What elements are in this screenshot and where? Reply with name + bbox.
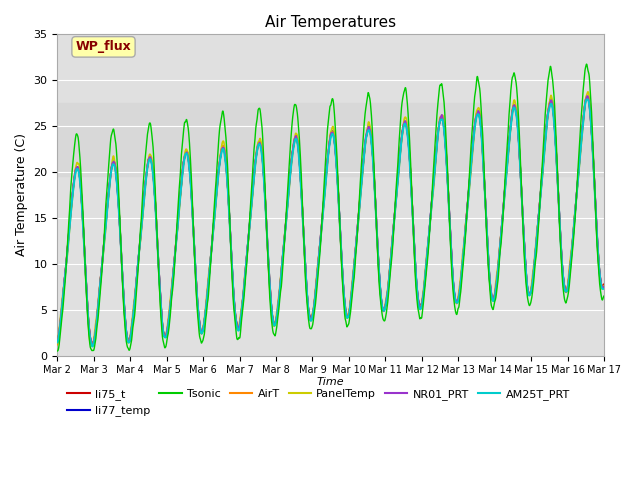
AM25T_PRT: [584, 96, 591, 102]
li75_t: [88, 342, 96, 348]
AM25T_PRT: [336, 226, 344, 232]
Line: AM25T_PRT: AM25T_PRT: [58, 99, 604, 347]
li77_temp: [156, 276, 163, 281]
PanelTemp: [336, 228, 344, 234]
AirT: [203, 299, 211, 305]
Tsonic: [54, 348, 61, 354]
li77_temp: [393, 185, 401, 191]
AM25T_PRT: [493, 279, 500, 285]
li77_temp: [54, 338, 61, 344]
Title: Air Temperatures: Air Temperatures: [265, 15, 396, 30]
li75_t: [493, 278, 500, 284]
Tsonic: [600, 293, 608, 299]
PanelTemp: [156, 281, 163, 287]
Line: li75_t: li75_t: [58, 97, 604, 345]
Line: li77_temp: li77_temp: [58, 96, 604, 344]
Tsonic: [156, 279, 163, 285]
li75_t: [600, 281, 608, 287]
NR01_PRT: [54, 339, 61, 345]
AM25T_PRT: [600, 286, 608, 292]
NR01_PRT: [600, 284, 608, 289]
NR01_PRT: [576, 149, 584, 155]
li77_temp: [336, 224, 344, 229]
AM25T_PRT: [156, 278, 163, 284]
Line: NR01_PRT: NR01_PRT: [58, 96, 604, 344]
Tsonic: [582, 61, 590, 67]
PanelTemp: [393, 188, 401, 193]
li75_t: [156, 276, 163, 282]
Line: Tsonic: Tsonic: [58, 64, 604, 351]
Tsonic: [493, 288, 500, 294]
Line: AirT: AirT: [58, 97, 604, 345]
AirT: [576, 152, 584, 158]
NR01_PRT: [156, 276, 163, 281]
li75_t: [203, 298, 211, 303]
NR01_PRT: [89, 341, 97, 347]
li77_temp: [203, 298, 211, 303]
AirT: [600, 284, 608, 289]
PanelTemp: [203, 292, 211, 298]
AM25T_PRT: [203, 299, 211, 305]
Tsonic: [393, 176, 401, 182]
NR01_PRT: [393, 184, 401, 190]
AirT: [393, 188, 401, 194]
Tsonic: [203, 311, 211, 316]
Bar: [58, 103, 604, 177]
NR01_PRT: [336, 225, 344, 230]
AirT: [156, 271, 163, 276]
Y-axis label: Air Temperature (C): Air Temperature (C): [15, 133, 28, 256]
Text: WP_flux: WP_flux: [76, 40, 131, 53]
li75_t: [584, 94, 591, 100]
li75_t: [576, 149, 584, 155]
li75_t: [54, 339, 61, 345]
AM25T_PRT: [576, 151, 584, 157]
X-axis label: Time: Time: [317, 377, 344, 387]
NR01_PRT: [203, 297, 211, 303]
PanelTemp: [576, 154, 584, 159]
li77_temp: [493, 277, 500, 283]
li75_t: [336, 226, 344, 232]
AirT: [336, 221, 344, 227]
Tsonic: [336, 221, 344, 227]
li77_temp: [576, 150, 584, 156]
li77_temp: [583, 94, 591, 99]
PanelTemp: [493, 270, 500, 276]
NR01_PRT: [493, 276, 500, 282]
AirT: [493, 277, 500, 283]
AM25T_PRT: [54, 339, 61, 345]
NR01_PRT: [584, 93, 591, 99]
PanelTemp: [54, 340, 61, 346]
Tsonic: [576, 135, 584, 141]
li77_temp: [600, 284, 608, 289]
PanelTemp: [584, 89, 592, 95]
li77_temp: [89, 341, 97, 347]
PanelTemp: [88, 343, 96, 349]
Legend: li75_t, li77_temp, Tsonic, AirT, PanelTemp, NR01_PRT, AM25T_PRT: li75_t, li77_temp, Tsonic, AirT, PanelTe…: [63, 384, 575, 421]
AirT: [54, 342, 61, 348]
AirT: [584, 95, 591, 100]
AM25T_PRT: [88, 344, 96, 349]
li75_t: [393, 187, 401, 192]
AM25T_PRT: [393, 187, 401, 193]
Line: PanelTemp: PanelTemp: [58, 92, 604, 346]
PanelTemp: [600, 283, 608, 288]
